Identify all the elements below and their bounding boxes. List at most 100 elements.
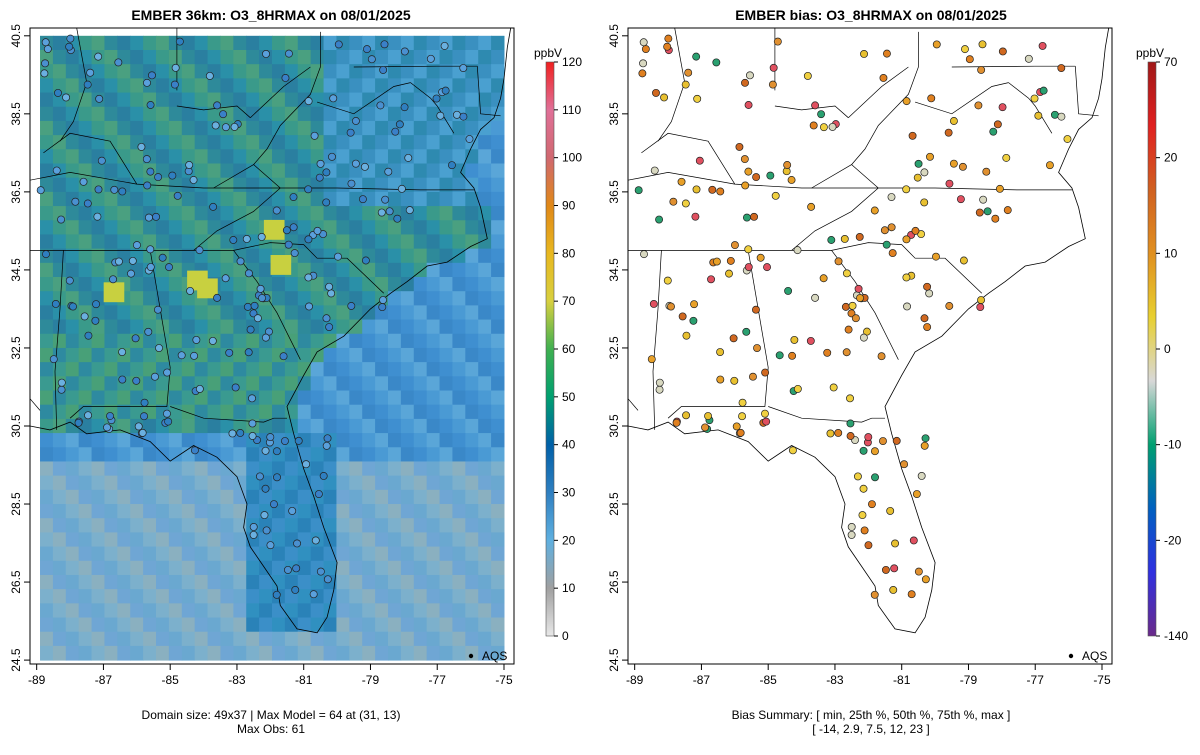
grid-cell [104,574,118,590]
station-marker [41,59,50,68]
grid-cell [284,333,299,349]
station-marker [426,54,435,63]
state-border [627,398,639,411]
grid-cell [439,277,453,292]
grid-cell [413,291,428,306]
grid-cell [40,589,54,604]
station-marker [315,173,324,182]
station-marker [57,215,66,224]
station-marker [681,199,690,208]
grid-cell [387,631,402,647]
station-marker [246,325,255,334]
station-marker [146,167,155,176]
grid-cell [130,447,144,462]
grid-cell [452,149,466,165]
station-marker [655,378,664,387]
station-marker [870,590,879,599]
station-marker [92,300,101,309]
station-marker [377,208,386,217]
grid-cell [478,305,492,321]
station-marker [655,215,664,224]
station-marker [809,121,818,130]
grid-cell [297,35,312,51]
grid-cell [439,262,453,278]
grid-cell [413,135,428,150]
grid-cell [52,645,67,661]
grid-cell [220,248,234,264]
station-marker [886,506,895,515]
station-marker [753,344,761,353]
grid-cell [40,518,54,533]
grid-cell [375,163,389,179]
station-marker [155,344,163,353]
grid-cell [491,206,505,221]
station-marker [978,40,987,49]
grid-cell [310,347,325,363]
grid-cell [207,262,221,278]
grid-cell [207,319,221,335]
grid-cell [336,404,350,420]
grid-cell [207,390,221,406]
grid-cell [452,262,466,278]
station-marker [140,412,149,421]
grid-cell [272,64,286,79]
grid-cell [349,234,363,250]
grid-cell [65,149,80,165]
grid-cell [143,135,157,150]
grid-cell [310,92,325,108]
grid-cell [207,78,221,94]
grid-cell [104,617,118,633]
grid-cell [194,206,209,221]
grid-cell [220,603,234,619]
station-marker [827,236,836,244]
station-marker [773,37,782,46]
grid-cell [387,291,402,306]
grid-cell [413,333,428,349]
grid-cell [413,532,428,548]
grid-cell [220,546,234,562]
grid-cell [426,645,441,661]
grid-cell [426,489,441,505]
grid-cell [297,418,312,434]
grid-cell [310,546,325,562]
station-marker [447,161,456,170]
grid-cell [220,532,234,548]
station-marker [641,45,650,53]
station-marker [979,195,988,204]
grid-cell [233,518,247,533]
grid-cell [220,461,234,477]
grid-cell [362,631,376,647]
grid-cell [336,362,350,377]
grid-cell [323,35,337,51]
grid-cell [452,362,466,377]
footer-line-2: [ -14, 2.9, 7.5, 12, 23 ] [812,722,929,736]
station-marker [959,256,968,265]
grid-cell [310,248,325,264]
grid-cell [168,631,183,647]
grid-cell [65,461,80,477]
grid-cell [65,433,80,448]
grid-cell [465,461,479,477]
grid-cell [323,518,337,533]
grid-cell [452,603,466,619]
grid-cell [181,518,196,533]
grid-cell [297,518,312,533]
station-marker [1050,110,1059,119]
grid-cell [413,149,428,165]
grid-cell [439,319,453,335]
grid-cell [259,362,273,377]
grid-cell [387,234,402,250]
grid-cell [310,64,325,79]
grid-cell [233,475,247,491]
grid-cell [284,149,299,165]
station-marker [189,176,198,184]
grid-cell [197,278,218,299]
grid-cell [413,120,428,136]
grid-cell [207,191,221,207]
grid-cell [439,177,453,193]
grid-cell [156,49,170,65]
grid-cell [40,92,54,108]
station-marker [452,110,461,119]
grid-cell [168,220,183,235]
grid-cell [181,461,196,477]
